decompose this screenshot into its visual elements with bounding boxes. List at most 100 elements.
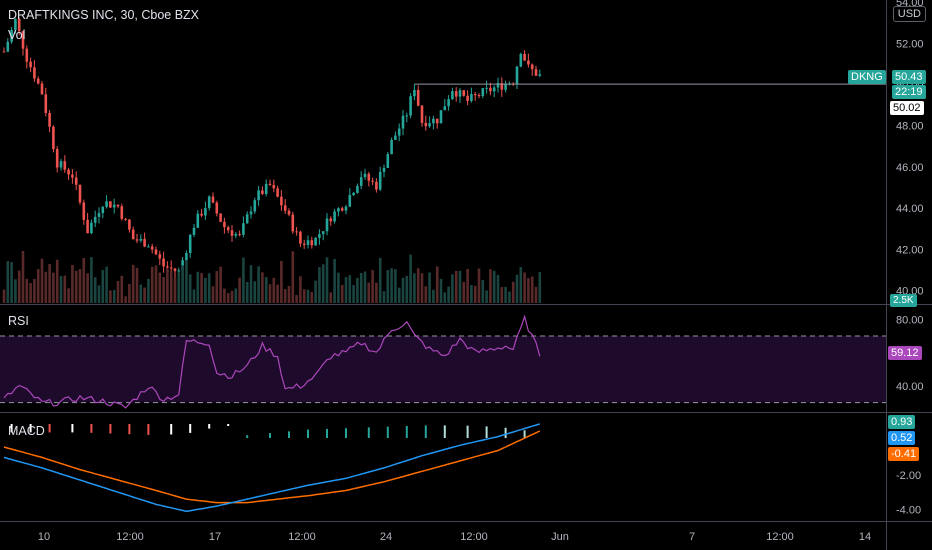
candle-body xyxy=(310,240,314,246)
volume-bar xyxy=(166,268,169,303)
volume-bar xyxy=(428,272,431,303)
candle-body xyxy=(477,95,481,97)
last-price-tag: 50.43 xyxy=(892,70,926,84)
volume-bar xyxy=(363,271,367,303)
volume-bar xyxy=(86,273,89,303)
volume-bar xyxy=(25,278,29,303)
candle-body xyxy=(435,118,439,124)
candle-body xyxy=(458,90,462,97)
volume-bar xyxy=(496,274,500,303)
candle-body xyxy=(242,223,245,235)
volume-bar xyxy=(55,259,59,303)
volume-bar xyxy=(325,257,329,303)
candle-body xyxy=(86,219,89,234)
rsi-value-tag: 59.12 xyxy=(888,346,922,360)
volume-bar xyxy=(219,266,222,303)
candle-body xyxy=(93,216,97,223)
volume-bar xyxy=(283,289,287,303)
volume-bar xyxy=(401,277,405,303)
candle-body xyxy=(166,266,169,268)
candle-body xyxy=(451,91,454,100)
candle-body xyxy=(90,222,93,234)
candle-body xyxy=(143,238,146,247)
volume-bar xyxy=(515,274,519,303)
candle-body xyxy=(6,41,10,52)
rsi-line xyxy=(3,314,541,409)
volume-bar xyxy=(253,281,257,303)
volume-bar xyxy=(63,275,67,303)
volume-bar xyxy=(329,292,333,303)
candle-body xyxy=(2,51,6,53)
candle-body xyxy=(192,227,196,235)
volume-bar xyxy=(435,266,439,303)
price-tick-label: 46.00 xyxy=(896,162,924,174)
volume-bar xyxy=(29,283,32,303)
volume-bar xyxy=(17,270,21,303)
volume-bar xyxy=(534,286,538,303)
volume-bar xyxy=(223,288,226,303)
volume-tag: 2.5K xyxy=(890,294,917,307)
volume-bar xyxy=(74,270,78,303)
candle-body xyxy=(74,177,78,185)
candle-body xyxy=(344,206,348,211)
volume-bar xyxy=(268,284,272,303)
candle-body xyxy=(401,115,405,129)
candle-body xyxy=(71,174,74,178)
volume-bar xyxy=(466,268,469,303)
candle-body xyxy=(473,94,477,96)
volume-bar xyxy=(462,281,466,303)
volume-bar xyxy=(71,265,74,303)
candle-body xyxy=(188,234,192,253)
volume-bar xyxy=(36,269,40,303)
volume-bar xyxy=(454,270,458,303)
volume-bar xyxy=(416,268,420,303)
candle-body xyxy=(466,95,469,101)
candle-body xyxy=(14,18,17,30)
candle-body xyxy=(352,192,355,196)
volume-bar xyxy=(508,291,511,303)
candle-body xyxy=(489,87,492,92)
volume-bar xyxy=(367,282,371,303)
candle-body xyxy=(306,240,310,245)
volume-bar xyxy=(97,285,101,303)
volume-bar xyxy=(245,282,249,303)
volume-bar xyxy=(318,267,321,303)
candle-body xyxy=(33,67,36,79)
currency-button[interactable]: USD xyxy=(892,6,926,22)
candle-body xyxy=(378,171,382,190)
candle-body xyxy=(302,243,306,245)
volume-bar xyxy=(14,279,17,303)
volume-bar xyxy=(344,277,348,303)
volume-bar xyxy=(397,287,401,303)
candle-body xyxy=(261,190,264,194)
volume-bar xyxy=(230,290,234,303)
candle-body xyxy=(359,177,363,186)
price-tick-label: 42.00 xyxy=(896,244,924,256)
volume-bar xyxy=(481,279,485,303)
candle-body xyxy=(177,270,181,272)
candle-body xyxy=(432,118,435,124)
candle-body xyxy=(268,183,272,185)
volume-bar xyxy=(280,260,283,303)
rsi-band xyxy=(0,336,886,403)
volume-bar xyxy=(44,271,48,303)
volume-bar xyxy=(10,262,13,303)
volume-bar xyxy=(59,276,63,303)
volume-bar xyxy=(356,277,359,303)
volume-bar xyxy=(90,257,93,303)
candle-body xyxy=(519,53,523,67)
candle-body xyxy=(173,268,177,272)
candle-body xyxy=(264,183,268,194)
volume-bar xyxy=(382,291,386,303)
candle-body xyxy=(17,18,21,32)
candle-body xyxy=(375,181,378,190)
volume-bar xyxy=(333,258,336,303)
volume-bar xyxy=(538,271,542,303)
candle-body xyxy=(291,214,295,232)
candle-body xyxy=(249,211,253,215)
candle-body xyxy=(363,173,367,178)
candle-body xyxy=(82,202,86,220)
volume-bar xyxy=(261,272,264,303)
macd-tick-label: -4.00 xyxy=(896,505,921,517)
